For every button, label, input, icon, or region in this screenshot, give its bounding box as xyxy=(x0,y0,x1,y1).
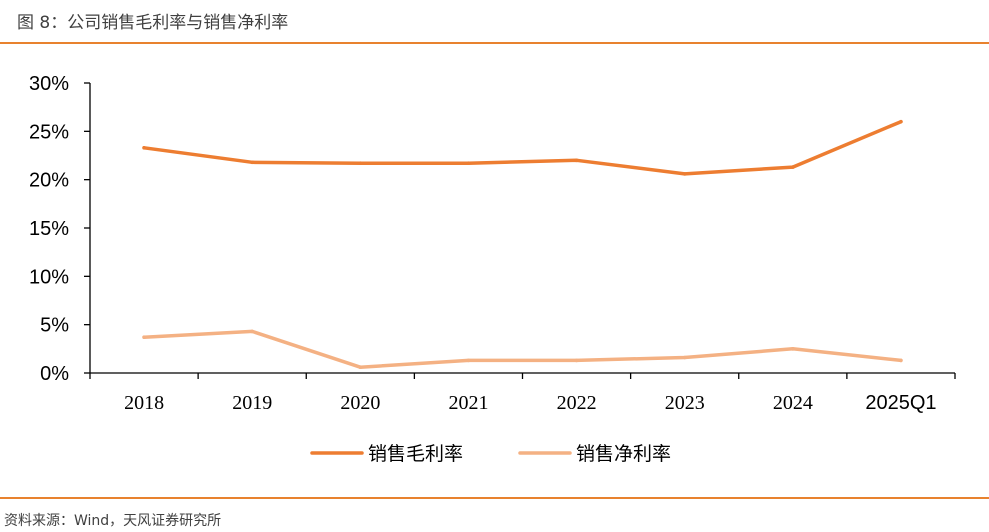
line-chart: 30% 25% 20% 15% 10% 5% 0% 2018 2019 2020 2021 2022… xyxy=(29,73,956,465)
data-point xyxy=(358,365,363,370)
x-tick-label: 2021 xyxy=(448,392,488,414)
series-line-1 xyxy=(142,119,903,176)
title-divider xyxy=(0,42,989,44)
series-line-2 xyxy=(142,329,903,369)
y-tick-label: 20% xyxy=(29,170,69,192)
data-point xyxy=(574,358,579,363)
source-divider xyxy=(0,497,989,499)
y-tick-label: 10% xyxy=(29,266,69,288)
data-point xyxy=(682,172,687,176)
data-point xyxy=(250,329,254,334)
chart-legend: 销售毛利率 销售净利率 xyxy=(310,443,671,465)
chart-series xyxy=(142,119,903,370)
figure-title: 图 8：公司销售毛利率与销售净利率 xyxy=(17,13,289,33)
data-point xyxy=(358,161,363,166)
legend-label: 销售毛利率 xyxy=(368,443,463,465)
data-point xyxy=(574,158,579,163)
y-tick-label: 15% xyxy=(29,218,69,240)
x-tick-label: 2025Q1 xyxy=(865,392,936,414)
data-point xyxy=(466,161,471,166)
x-tick-label: 2020 xyxy=(340,392,380,414)
data-point xyxy=(142,145,146,150)
data-point xyxy=(250,160,254,165)
data-point xyxy=(899,358,903,363)
data-point xyxy=(791,165,795,169)
x-tick-label: 2018 xyxy=(124,392,164,414)
legend-label: 销售净利率 xyxy=(576,443,671,465)
x-axis-ticks: 2018 2019 2020 2021 2022 2023 2024 2025Q1 xyxy=(89,373,956,414)
chart-axes xyxy=(89,83,955,374)
y-tick-label: 5% xyxy=(40,315,69,337)
figure-source: 资料来源：Wind，天风证券研究所 xyxy=(4,513,222,529)
data-point xyxy=(682,355,687,360)
y-axis-ticks: 30% 25% 20% 15% 10% 5% 0% xyxy=(29,73,90,385)
data-point xyxy=(466,358,471,363)
data-point xyxy=(899,119,903,124)
y-tick-label: 25% xyxy=(29,121,69,143)
y-tick-label: 0% xyxy=(40,363,69,385)
x-tick-label: 2024 xyxy=(773,392,813,414)
x-tick-label: 2022 xyxy=(557,392,597,414)
data-point xyxy=(142,335,146,340)
x-tick-label: 2023 xyxy=(665,392,705,414)
y-tick-label: 30% xyxy=(29,73,69,95)
data-point xyxy=(791,347,795,351)
x-tick-label: 2019 xyxy=(232,392,272,414)
